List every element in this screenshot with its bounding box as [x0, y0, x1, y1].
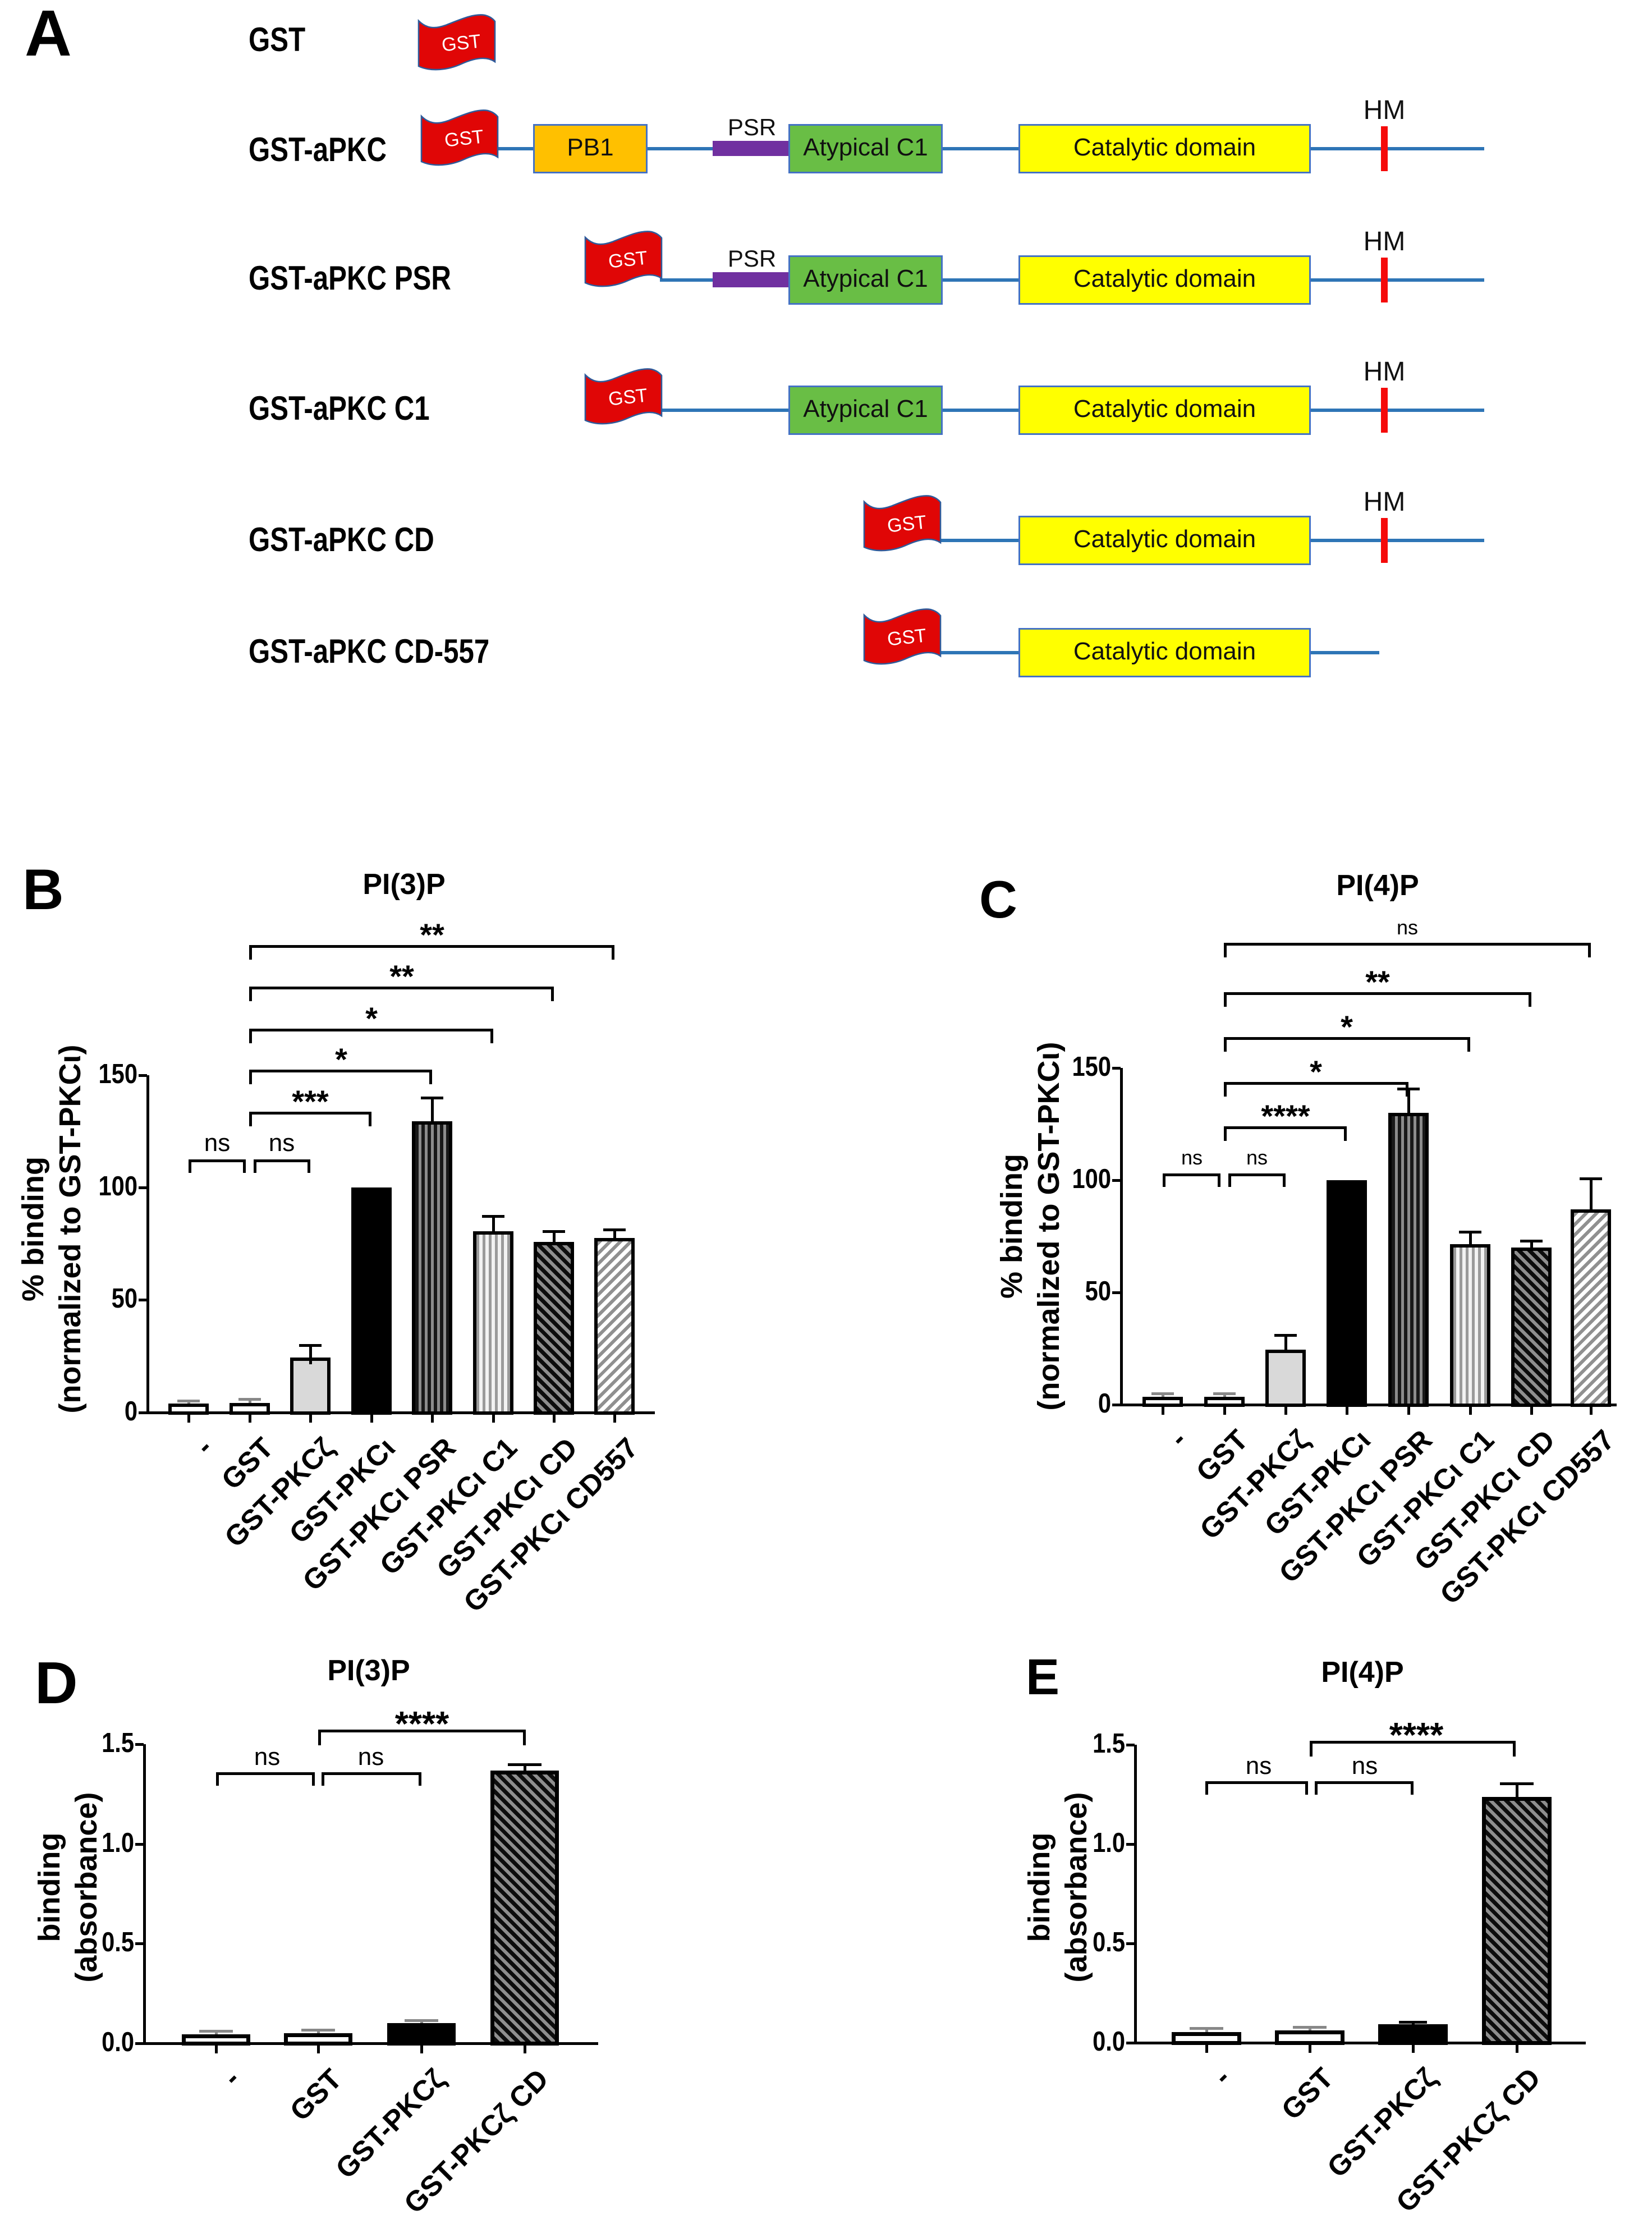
svg-text:GST: GST [607, 247, 648, 272]
svg-text:GST: GST [443, 126, 484, 151]
svg-text:GST: GST [440, 30, 481, 56]
svg-text:GST: GST [607, 384, 648, 410]
svg-text:GST: GST [886, 511, 927, 536]
svg-text:GST: GST [886, 625, 927, 650]
